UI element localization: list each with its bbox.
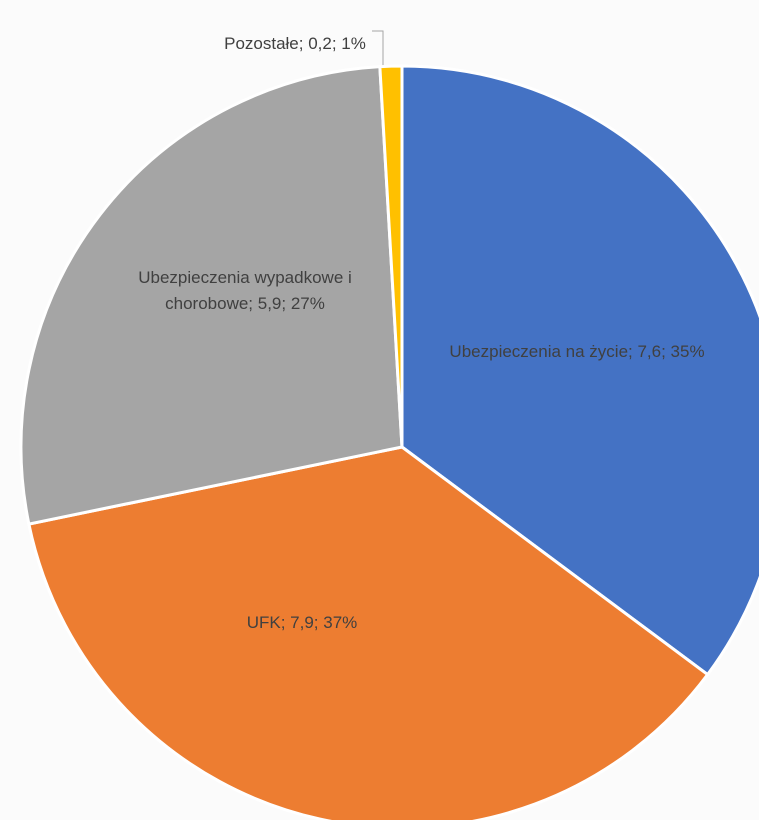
data-label: Ubezpieczenia wypadkowe i chorobowe; 5,9… — [138, 268, 352, 313]
pie-slice — [19, 65, 404, 526]
data-label: Ubezpieczenia na życie; 7,6; 35% — [449, 342, 705, 361]
pie-slice — [400, 64, 759, 677]
data-label: Pozostałe; 0,2; 1% — [224, 34, 366, 53]
pie-slice — [378, 64, 404, 448]
leader-line — [372, 30, 384, 68]
data-label: UFK; 7,9; 37% — [246, 613, 358, 632]
pie-slice — [27, 445, 710, 820]
